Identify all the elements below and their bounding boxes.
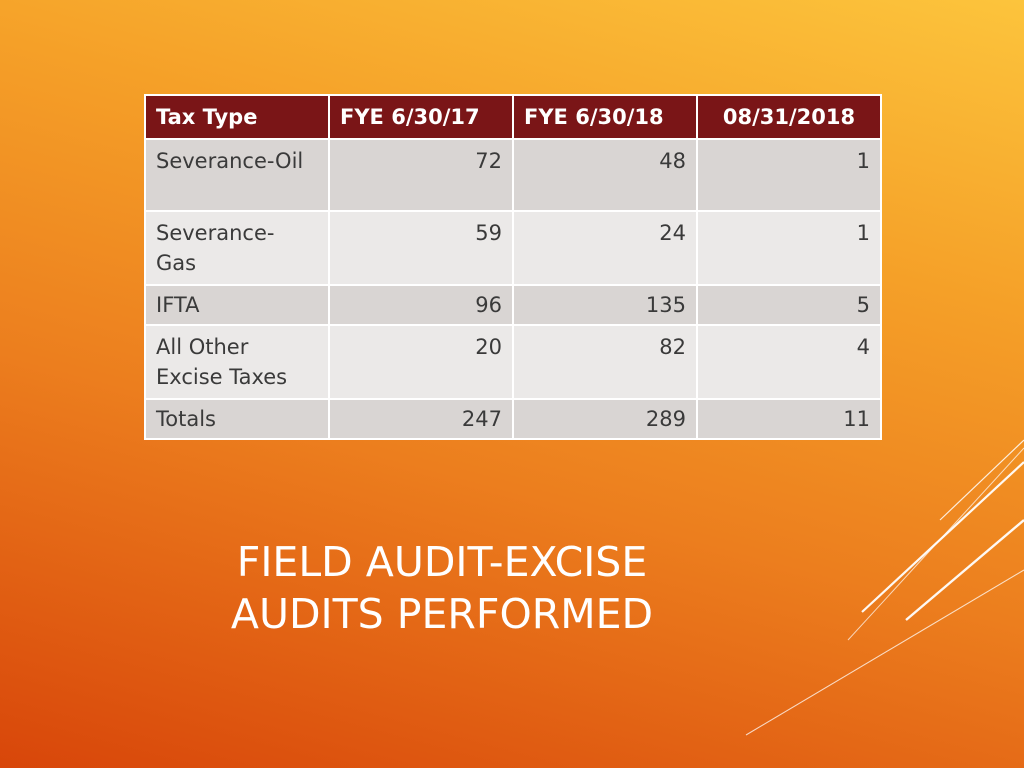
slide-title: FIELD AUDIT-EXCISE AUDITS PERFORMED [212, 536, 672, 640]
slide-title-line-2: AUDITS PERFORMED [230, 590, 654, 638]
value-cell: 72 [328, 138, 514, 212]
decor-line [847, 447, 1024, 641]
tax-type-cell: Severance-Gas [144, 210, 330, 286]
slide-title-line-1: FIELD AUDIT-EXCISE [236, 538, 648, 586]
decor-line [939, 439, 1024, 521]
header-fye-2017: FYE 6/30/17 [328, 94, 514, 140]
value-cell: 96 [328, 284, 514, 326]
total-cell: 11 [696, 398, 882, 440]
table-row: IFTA 96 135 5 [144, 284, 882, 326]
audit-table: Tax Type FYE 6/30/17 FYE 6/30/18 08/31/2… [144, 94, 882, 440]
decor-line [745, 569, 1024, 736]
header-08-31-2018: 08/31/2018 [696, 94, 882, 140]
table-row-totals: Totals 247 289 11 [144, 398, 882, 440]
value-cell: 135 [512, 284, 698, 326]
tax-type-cell: IFTA [144, 284, 330, 326]
value-cell: 82 [512, 324, 698, 400]
value-cell: 1 [696, 138, 882, 212]
value-cell: 48 [512, 138, 698, 212]
value-cell: 4 [696, 324, 882, 400]
total-cell: 289 [512, 398, 698, 440]
tax-type-label: Severance-Oil [156, 149, 304, 173]
value-cell: 5 [696, 284, 882, 326]
table-row: Severance-Oil 72 48 1 [144, 138, 882, 212]
tax-type-cell: All Other Excise Taxes [144, 324, 330, 400]
tax-type-label: Severance-Gas [156, 221, 275, 275]
value-cell: 24 [512, 210, 698, 286]
table-row: All Other Excise Taxes 20 82 4 [144, 324, 882, 400]
header-tax-type: Tax Type [144, 94, 330, 140]
decor-line [905, 519, 1024, 621]
value-cell: 59 [328, 210, 514, 286]
tax-type-cell: Totals [144, 398, 330, 440]
table-header-row: Tax Type FYE 6/30/17 FYE 6/30/18 08/31/2… [144, 94, 882, 140]
header-fye-2018: FYE 6/30/18 [512, 94, 698, 140]
audit-table-container: Tax Type FYE 6/30/17 FYE 6/30/18 08/31/2… [144, 94, 882, 440]
tax-type-cell: Severance-Oil [144, 138, 330, 212]
total-cell: 247 [328, 398, 514, 440]
value-cell: 1 [696, 210, 882, 286]
value-cell: 20 [328, 324, 514, 400]
table-row: Severance-Gas 59 24 1 [144, 210, 882, 286]
